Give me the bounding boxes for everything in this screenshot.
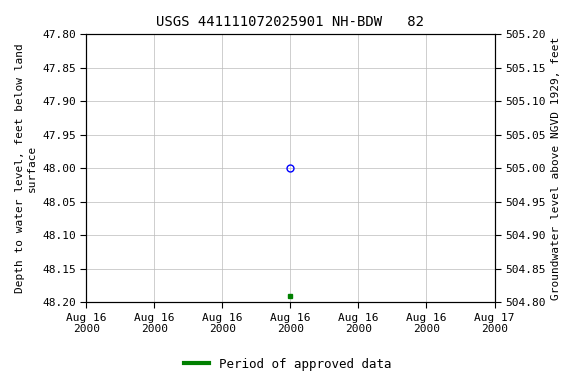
Legend: Period of approved data: Period of approved data bbox=[179, 353, 397, 376]
Title: USGS 441111072025901 NH-BDW   82: USGS 441111072025901 NH-BDW 82 bbox=[157, 15, 425, 29]
Y-axis label: Depth to water level, feet below land
surface: Depth to water level, feet below land su… bbox=[15, 43, 37, 293]
Y-axis label: Groundwater level above NGVD 1929, feet: Groundwater level above NGVD 1929, feet bbox=[551, 37, 561, 300]
